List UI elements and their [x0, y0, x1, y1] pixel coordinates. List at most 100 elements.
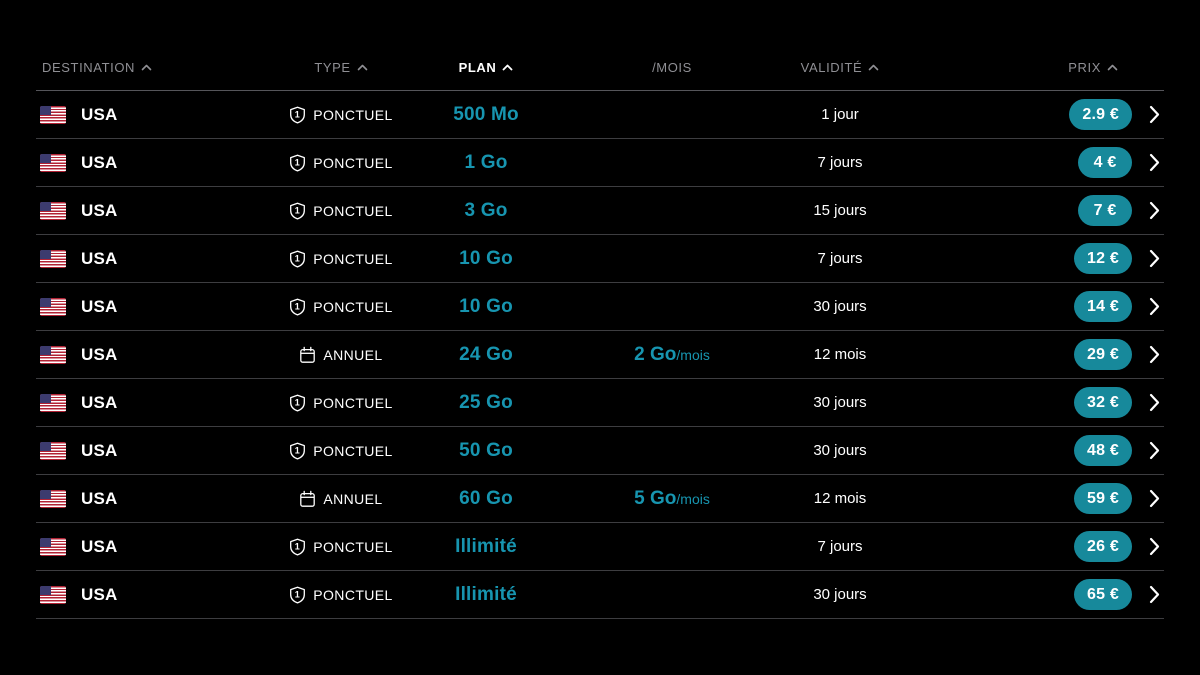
- usa-flag-icon: [40, 441, 66, 460]
- chevron-right-icon[interactable]: [1149, 537, 1160, 556]
- calendar-icon: [299, 346, 316, 364]
- chevron-right-icon[interactable]: [1149, 249, 1160, 268]
- price-badge[interactable]: 4 €: [1078, 147, 1132, 178]
- chevron-right-icon[interactable]: [1149, 297, 1160, 316]
- column-header-label: VALIDITÉ: [800, 59, 863, 75]
- plan-row[interactable]: USA 1 PONCTUEL 500 Mo: [36, 91, 1164, 139]
- per-month-cell: 5 Go /mois: [556, 488, 788, 510]
- plan-row[interactable]: USA 1 PONCTUEL Illimité: [36, 523, 1164, 571]
- plan-row[interactable]: USA 1 PONCTUEL 50 Go: [36, 427, 1164, 475]
- type-label: PONCTUEL: [313, 394, 393, 411]
- column-header-price[interactable]: PRIX: [892, 60, 1164, 75]
- sort-asc-icon: [1107, 64, 1118, 71]
- shield-1-icon: 1: [289, 394, 306, 412]
- type-cell: 1 PONCTUEL: [266, 154, 416, 172]
- chevron-right-icon[interactable]: [1149, 345, 1160, 364]
- plan-row[interactable]: USA 1 PONCTUEL 1 Go: [36, 139, 1164, 187]
- plan-row[interactable]: USA 1 PONCTUEL 3 Go: [36, 187, 1164, 235]
- price-cell: 4 €: [892, 147, 1164, 178]
- per-month-suffix: /mois: [676, 490, 710, 507]
- plan-label: 60 Go: [459, 487, 513, 509]
- usa-flag-icon: [40, 345, 66, 364]
- destination-label: USA: [81, 344, 118, 364]
- type-cell: 1 ANNUEL: [266, 490, 416, 508]
- svg-text:1: 1: [295, 205, 300, 215]
- chevron-right-icon[interactable]: [1149, 105, 1160, 124]
- price-cell: 32 €: [892, 387, 1164, 418]
- destination-cell: USA: [36, 297, 266, 317]
- usa-flag-icon: [40, 249, 66, 268]
- price-badge[interactable]: 7 €: [1078, 195, 1132, 226]
- price-cell: 14 €: [892, 291, 1164, 322]
- chevron-right-icon[interactable]: [1149, 153, 1160, 172]
- destination-label: USA: [81, 488, 118, 508]
- column-header-destination[interactable]: DESTINATION: [36, 60, 266, 75]
- plan-label: 500 Mo: [453, 103, 519, 125]
- plan-row[interactable]: USA 1 PONCTUEL 10 Go: [36, 283, 1164, 331]
- price-badge[interactable]: 59 €: [1074, 483, 1132, 514]
- destination-label: USA: [81, 392, 118, 412]
- plan-row[interactable]: USA 1 PONCTUEL Illimité: [36, 571, 1164, 619]
- validity-label: 7 jours: [817, 154, 863, 171]
- column-header-plan[interactable]: PLAN: [416, 60, 556, 75]
- price-cell: 48 €: [892, 435, 1164, 466]
- plan-row[interactable]: USA 1 ANNUEL 24 Go 2 Go /mois: [36, 331, 1164, 379]
- plan-label: 24 Go: [459, 343, 513, 365]
- price-badge[interactable]: 14 €: [1074, 291, 1132, 322]
- plan-row[interactable]: USA 1 PONCTUEL 25 Go: [36, 379, 1164, 427]
- flag-canton: [40, 297, 51, 307]
- column-header-label: /MOIS: [652, 59, 692, 75]
- sort-asc-icon: [141, 64, 152, 71]
- plan-row[interactable]: USA 1 ANNUEL 60 Go 5 Go /mois: [36, 475, 1164, 523]
- column-header-label: PRIX: [1068, 59, 1101, 75]
- validity-label: 7 jours: [817, 538, 863, 555]
- price-badge[interactable]: 65 €: [1074, 579, 1132, 610]
- destination-label: USA: [81, 296, 118, 316]
- svg-text:1: 1: [295, 589, 300, 599]
- chevron-right-icon[interactable]: [1149, 201, 1160, 220]
- type-label: PONCTUEL: [313, 106, 393, 123]
- plan-label: Illimité: [455, 535, 517, 557]
- validity-label: 1 jour: [821, 106, 859, 123]
- type-cell: 1 PONCTUEL: [266, 250, 416, 268]
- plan-label: 3 Go: [464, 199, 508, 221]
- price-badge[interactable]: 2.9 €: [1069, 99, 1132, 130]
- flag-canton: [40, 153, 51, 163]
- shield-1-icon: 1: [289, 298, 306, 316]
- usa-flag-icon: [40, 153, 66, 172]
- price-badge[interactable]: 12 €: [1074, 243, 1132, 274]
- column-header-per-month[interactable]: /MOIS: [556, 60, 788, 75]
- type-label: PONCTUEL: [313, 538, 393, 555]
- price-badge[interactable]: 29 €: [1074, 339, 1132, 370]
- column-header-validity[interactable]: VALIDITÉ: [788, 60, 892, 75]
- destination-label: USA: [81, 248, 118, 268]
- flag-canton: [40, 201, 51, 211]
- destination-cell: USA: [36, 345, 266, 365]
- column-header-label: DESTINATION: [42, 59, 136, 75]
- destination-label: USA: [81, 200, 118, 220]
- price-badge[interactable]: 32 €: [1074, 387, 1132, 418]
- table-body: USA 1 PONCTUEL 500 Mo: [36, 91, 1164, 619]
- destination-label: USA: [81, 104, 118, 124]
- price-cell: 59 €: [892, 483, 1164, 514]
- svg-text:1: 1: [295, 445, 300, 455]
- chevron-right-icon[interactable]: [1149, 393, 1160, 412]
- flag-canton: [40, 105, 51, 115]
- chevron-right-icon[interactable]: [1149, 441, 1160, 460]
- price-badge[interactable]: 48 €: [1074, 435, 1132, 466]
- price-badge[interactable]: 26 €: [1074, 531, 1132, 562]
- per-month-value: 2 Go: [634, 343, 677, 365]
- destination-cell: USA: [36, 441, 266, 461]
- shield-1-icon: 1: [289, 538, 306, 556]
- price-cell: 65 €: [892, 579, 1164, 610]
- price-cell: 26 €: [892, 531, 1164, 562]
- per-month-value: 5 Go: [634, 487, 677, 509]
- svg-text:1: 1: [295, 541, 300, 551]
- usa-flag-icon: [40, 105, 66, 124]
- plan-row[interactable]: USA 1 PONCTUEL 10 Go: [36, 235, 1164, 283]
- column-header-type[interactable]: TYPE: [266, 60, 416, 75]
- chevron-right-icon[interactable]: [1149, 585, 1160, 604]
- destination-cell: USA: [36, 489, 266, 509]
- chevron-right-icon[interactable]: [1149, 489, 1160, 508]
- flag-canton: [40, 441, 51, 451]
